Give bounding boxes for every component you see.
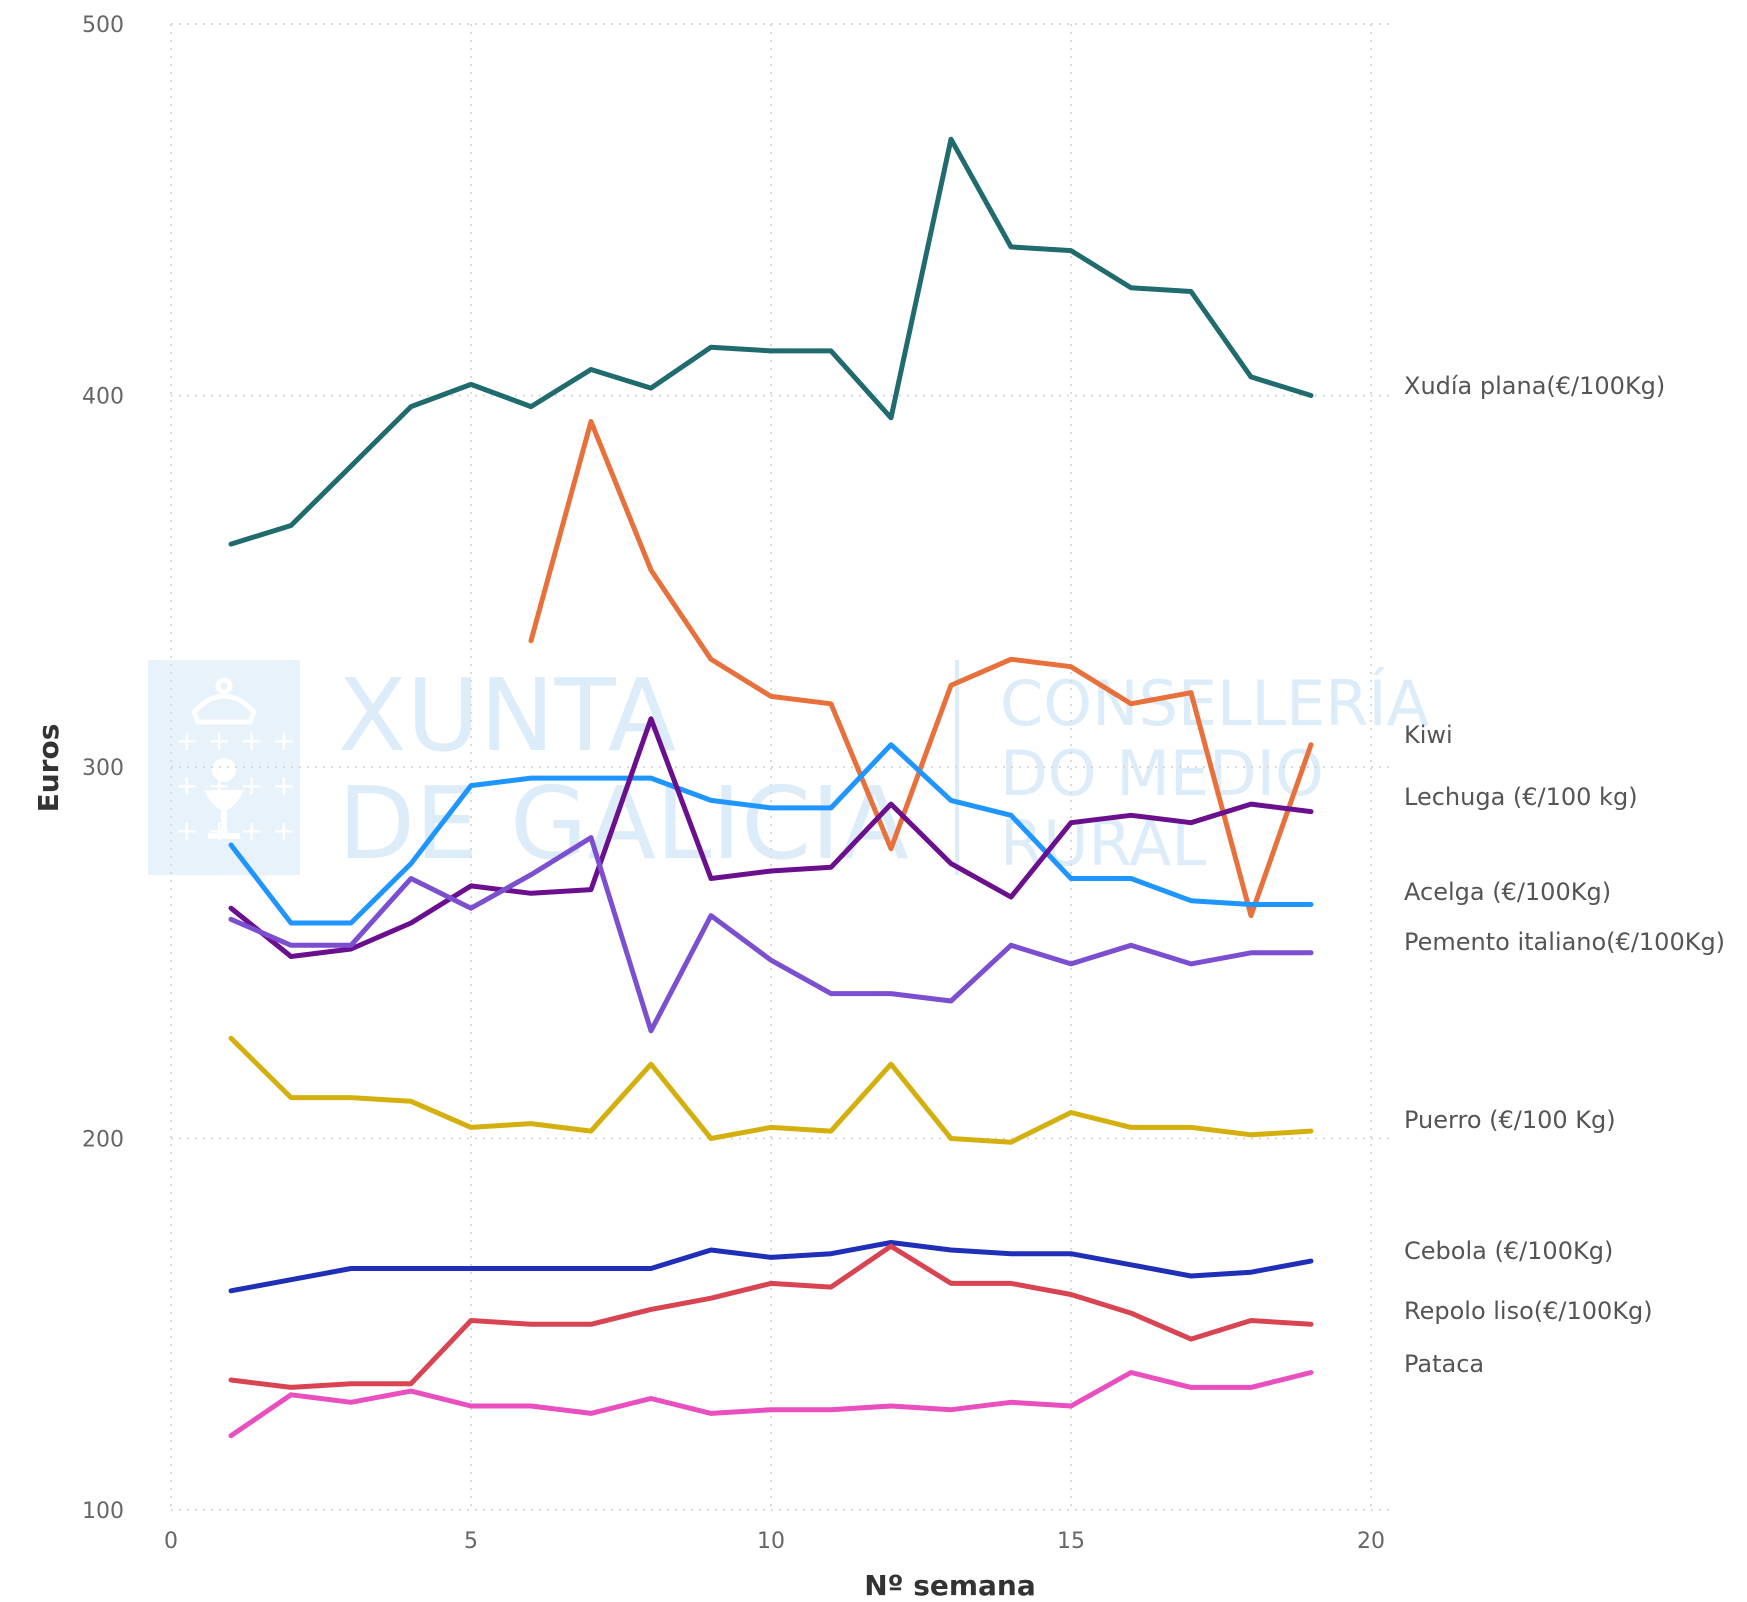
watermark-dept-line1: CONSELLERÍA xyxy=(1000,667,1429,740)
watermark-dept-line2: DO MEDIO xyxy=(1000,737,1324,810)
series-line-kiwi xyxy=(528,419,1314,919)
y-tick-label: 200 xyxy=(82,1128,124,1153)
series-label-acelga-100kg: Acelga (€/100Kg) xyxy=(1404,878,1611,906)
series-line-xud-a-plana-100kg xyxy=(228,136,1314,547)
x-axis-ticks: 0 5 10 15 20 xyxy=(164,1529,1385,1554)
series-label-pataca: Pataca xyxy=(1404,1350,1484,1378)
x-tick-label: 0 xyxy=(164,1529,178,1554)
series-label-repolo-liso-100kg: Repolo liso(€/100Kg) xyxy=(1404,1297,1653,1325)
svg-text:+ + + +: + + + + xyxy=(175,814,296,847)
y-tick-label: 400 xyxy=(82,385,124,410)
y-tick-label: 500 xyxy=(82,13,124,38)
watermark-org-line1: XUNTA xyxy=(338,657,676,774)
svg-text:+ + + +: + + + + xyxy=(175,724,296,757)
crown-icon xyxy=(191,677,257,725)
series-label-pemento-italiano-100kg: Pemento italiano(€/100Kg) xyxy=(1404,928,1725,956)
x-tick-label: 20 xyxy=(1357,1529,1385,1554)
watermark: + + + + + + + + + + + + XUNTA DE GALICIA… xyxy=(148,657,1429,882)
chalice-icon xyxy=(204,758,244,839)
series-line-puerro-100-kg xyxy=(228,1035,1314,1145)
grid xyxy=(170,23,1390,1511)
series-label-lechuga-100-kg: Lechuga (€/100 kg) xyxy=(1404,783,1638,811)
y-axis-title: Euros xyxy=(32,724,65,813)
x-tick-label: 5 xyxy=(464,1529,478,1554)
y-tick-label: 100 xyxy=(82,1499,124,1524)
x-tick-label: 10 xyxy=(757,1529,785,1554)
series-line-cebola-100kg xyxy=(228,1240,1314,1294)
series-label-xud-a-plana-100kg: Xudía plana(€/100Kg) xyxy=(1404,372,1665,400)
series-label-kiwi: Kiwi xyxy=(1404,721,1453,749)
series-line-acelga-100kg xyxy=(228,716,1314,959)
x-axis-title: Nº semana xyxy=(864,1569,1036,1602)
series-line-lechuga-100-kg xyxy=(228,742,1314,926)
y-tick-label: 300 xyxy=(82,756,124,781)
series-label-puerro-100-kg: Puerro (€/100 Kg) xyxy=(1404,1106,1616,1134)
series-line-repolo-liso-100kg xyxy=(228,1243,1314,1390)
cross-pattern-icon: + + + + + + + + + + + + xyxy=(175,724,296,847)
y-axis-ticks: 100 200 300 400 500 xyxy=(82,13,124,1524)
series-lines xyxy=(228,136,1314,1439)
x-tick-label: 15 xyxy=(1057,1529,1085,1554)
watermark-org-line2: DE GALICIA xyxy=(338,765,909,882)
series-labels: Xudía plana(€/100Kg) Kiwi Lechuga (€/100 k… xyxy=(1404,372,1725,1378)
series-label-cebola-100kg: Cebola (€/100Kg) xyxy=(1404,1237,1613,1265)
series-line-pataca xyxy=(228,1370,1314,1439)
series-line-pemento-italiano-100kg xyxy=(228,835,1314,1034)
